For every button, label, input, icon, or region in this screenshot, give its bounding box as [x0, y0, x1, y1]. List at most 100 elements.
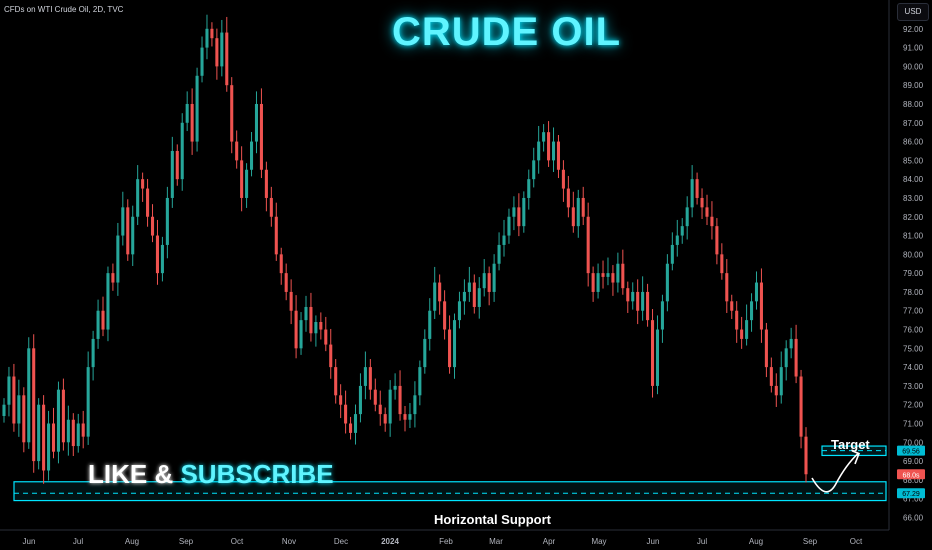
candle-body	[91, 338, 95, 368]
chart-symbol-header: CFDs on WTI Crude Oil, 2D, TVC	[4, 5, 124, 14]
price-tick-label: 79.00	[903, 269, 924, 278]
candle-body	[497, 244, 501, 264]
target-arrow-path	[811, 452, 859, 493]
price-badge	[897, 488, 925, 499]
candle-body	[339, 395, 343, 405]
candle-body	[799, 376, 803, 437]
candle-body	[492, 263, 496, 292]
time-tick-label: Jul	[73, 537, 83, 546]
horizontal-support-zone	[13, 481, 887, 502]
candle-body	[383, 414, 387, 424]
candle-body	[150, 216, 155, 236]
candle-body	[413, 395, 417, 415]
price-tick-label: 73.00	[903, 382, 924, 391]
like-text: LIKE &	[88, 459, 181, 489]
candle-body	[408, 414, 412, 420]
candle-body	[561, 169, 565, 189]
time-tick-label: Jun	[647, 537, 660, 546]
price-tick-label: 76.00	[903, 326, 924, 335]
candle-body	[784, 348, 788, 368]
time-tick-label: Jul	[697, 537, 707, 546]
time-tick-label: Aug	[125, 537, 139, 546]
candle-body	[2, 404, 6, 416]
candle-body	[368, 367, 372, 390]
price-badge	[897, 445, 925, 456]
price-tick-label: 80.00	[903, 250, 924, 259]
candle-body	[131, 216, 135, 255]
time-tick-label: Oct	[231, 537, 244, 546]
candle-body	[81, 423, 85, 437]
candle-body	[423, 338, 427, 368]
price-tick-label: 70.00	[903, 438, 924, 447]
candle-body	[334, 367, 338, 396]
candle-body	[705, 207, 709, 217]
candle-body	[259, 103, 263, 170]
candle-body	[284, 273, 288, 292]
candle-body	[264, 169, 268, 198]
price-tick-label: 78.00	[903, 288, 924, 297]
price-tick-label: 88.00	[903, 100, 924, 109]
candle-body	[111, 273, 115, 283]
candle-body	[527, 179, 531, 198]
candle-body	[76, 423, 80, 447]
current-price-badge	[897, 469, 925, 480]
currency-button[interactable]: USD	[897, 3, 929, 21]
candle-body	[601, 273, 605, 277]
candle-body	[279, 254, 283, 274]
time-tick-label: May	[591, 537, 606, 546]
candle-body	[710, 216, 714, 227]
candle-body	[155, 235, 160, 274]
time-tick-label: Sep	[179, 537, 194, 546]
candle-body	[32, 348, 36, 462]
price-tick-label: 89.00	[903, 81, 924, 90]
candle-body	[517, 207, 521, 227]
time-tick-label: Feb	[439, 537, 453, 546]
candle-body	[388, 389, 392, 424]
candle-body	[7, 376, 11, 405]
candle-body	[477, 288, 481, 307]
candle-body	[304, 306, 308, 321]
candle-body	[443, 301, 447, 330]
candle-body	[210, 28, 214, 39]
candle-body	[631, 291, 635, 302]
candle-body	[611, 273, 615, 283]
candle-body	[576, 197, 580, 227]
price-tick-label: 90.00	[903, 62, 924, 71]
time-tick-label: Nov	[282, 537, 296, 546]
candle-body	[740, 329, 744, 339]
candle-body	[269, 197, 273, 217]
candle-body	[289, 291, 293, 311]
candle-body	[730, 301, 734, 311]
candle-body	[309, 306, 313, 334]
price-tick-label: 92.00	[903, 25, 924, 34]
candle-body	[51, 423, 56, 452]
candle-body	[225, 32, 229, 86]
candle-body	[12, 376, 16, 424]
candle-body	[457, 301, 461, 321]
candle-body	[462, 291, 466, 302]
price-tick-label: 69.00	[903, 457, 924, 466]
price-tick-label: 81.00	[903, 232, 924, 241]
candle-body	[96, 310, 100, 339]
candle-body	[22, 395, 26, 443]
price-tick-label: 86.00	[903, 138, 924, 147]
price-tick-label: 91.00	[903, 44, 924, 53]
candle-body	[566, 188, 570, 208]
candle-body	[363, 367, 367, 386]
candle-body	[655, 329, 660, 386]
candle-body	[581, 197, 585, 217]
candle-body	[235, 141, 239, 161]
candle-body	[725, 273, 729, 302]
price-tick-label: 77.00	[903, 307, 924, 316]
subscribe-text: SUBSCRIBE	[180, 459, 334, 489]
price-tick-label: 68.00	[903, 476, 924, 485]
time-tick-label: Dec	[334, 537, 348, 546]
candle-body	[690, 179, 694, 208]
candle-body	[165, 197, 169, 245]
candle-body	[121, 207, 125, 236]
chart-title-overlay: CRUDE OIL	[392, 10, 621, 54]
candle-body	[175, 150, 179, 180]
candle-body	[650, 320, 655, 386]
candle-body	[254, 103, 259, 142]
